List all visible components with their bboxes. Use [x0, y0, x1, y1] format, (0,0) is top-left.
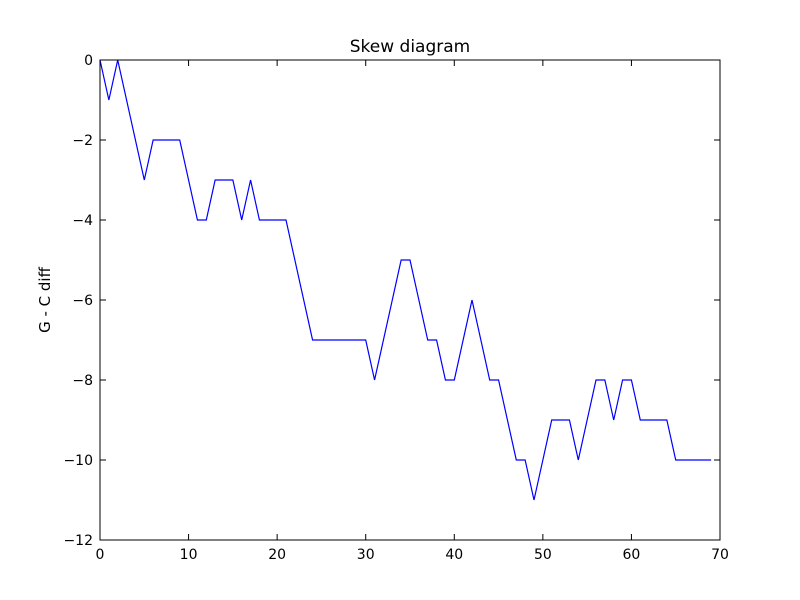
x-tick-label: 60 [623, 547, 641, 563]
y-tick-label: −10 [63, 453, 93, 469]
x-tick-label: 50 [534, 547, 552, 563]
x-tick-label: 70 [711, 547, 729, 563]
y-tick-label: −12 [63, 533, 93, 549]
x-tick-label: 10 [180, 547, 198, 563]
plot-background [100, 60, 720, 540]
x-tick-label: 0 [96, 547, 105, 563]
series-line [99, 59, 712, 501]
x-tick-label: 40 [445, 547, 463, 563]
y-tick-label: −6 [72, 293, 93, 309]
y-axis-label: G - C diff [36, 266, 54, 333]
y-tick-label: −8 [72, 373, 93, 389]
x-tick-label: 20 [268, 547, 286, 563]
y-tick-label: −4 [72, 213, 93, 229]
y-tick-label: 0 [84, 53, 93, 69]
y-tick-label: −2 [72, 133, 93, 149]
x-tick-label: 30 [357, 547, 375, 563]
chart-title: Skew diagram [350, 37, 471, 57]
plot-frame [99, 59, 721, 541]
